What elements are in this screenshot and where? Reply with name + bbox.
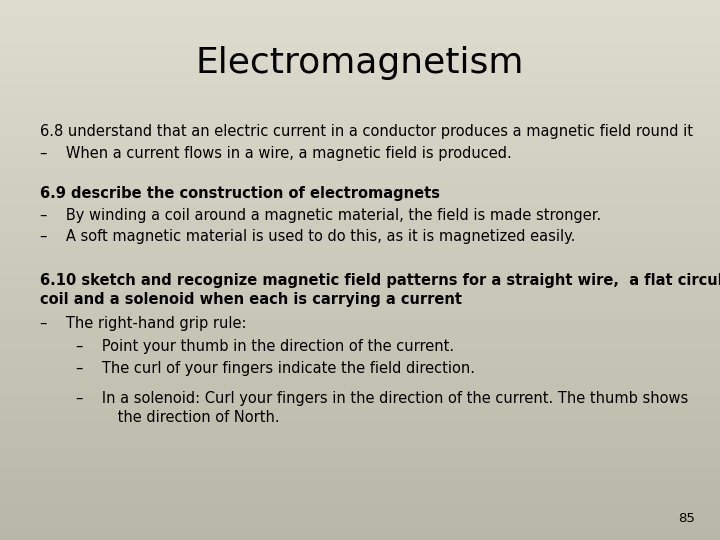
Text: –    The curl of your fingers indicate the field direction.: – The curl of your fingers indicate the …: [76, 361, 474, 376]
Text: 6.8 understand that an electric current in a conductor produces a magnetic field: 6.8 understand that an electric current …: [40, 124, 693, 139]
Text: –    In a solenoid: Curl your fingers in the direction of the current. The thumb: – In a solenoid: Curl your fingers in th…: [76, 391, 688, 425]
Text: 85: 85: [678, 512, 695, 525]
Text: Electromagnetism: Electromagnetism: [196, 46, 524, 80]
Text: –    The right-hand grip rule:: – The right-hand grip rule:: [40, 316, 246, 331]
Text: 6.9 describe the construction of electromagnets: 6.9 describe the construction of electro…: [40, 186, 440, 201]
Text: –    A soft magnetic material is used to do this, as it is magnetized easily.: – A soft magnetic material is used to do…: [40, 229, 575, 244]
Text: 6.10 sketch and recognize magnetic field patterns for a straight wire,  a flat c: 6.10 sketch and recognize magnetic field…: [40, 273, 720, 307]
Text: –    When a current flows in a wire, a magnetic field is produced.: – When a current flows in a wire, a magn…: [40, 146, 511, 161]
Text: –    By winding a coil around a magnetic material, the field is made stronger.: – By winding a coil around a magnetic ma…: [40, 208, 601, 224]
Text: –    Point your thumb in the direction of the current.: – Point your thumb in the direction of t…: [76, 339, 454, 354]
